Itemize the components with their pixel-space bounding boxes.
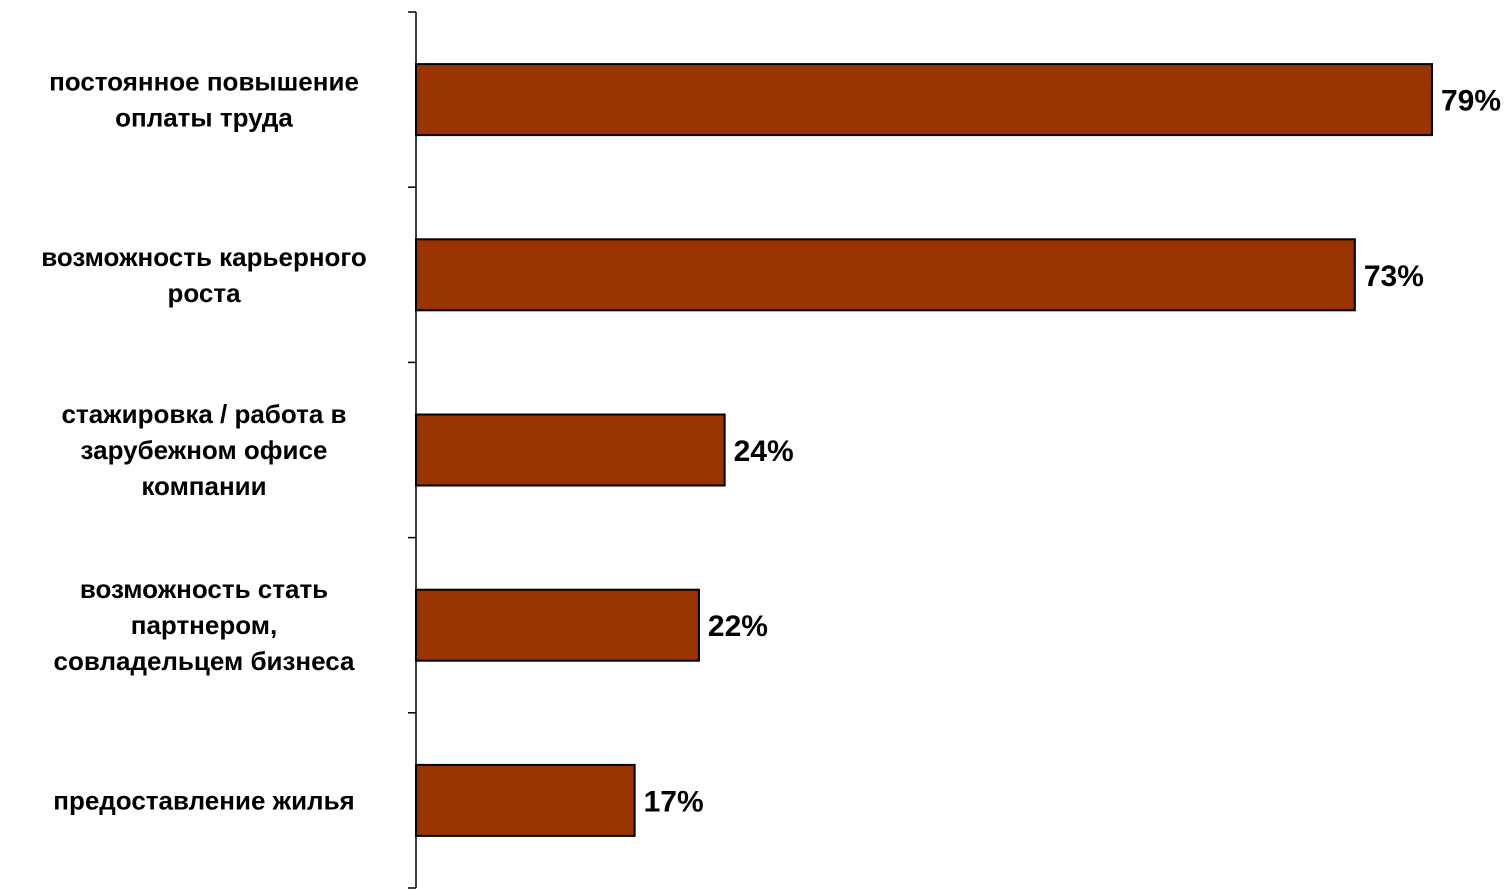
data-label: 79% bbox=[1441, 85, 1501, 118]
bar bbox=[415, 238, 1356, 312]
category-label-line: оплаты труда bbox=[115, 103, 293, 133]
data-label: 17% bbox=[644, 785, 704, 818]
category-label-line: постоянное повышение bbox=[49, 67, 359, 97]
category-label-line: стажировка / работа в bbox=[62, 399, 347, 429]
category-label-line: возможность карьерного bbox=[41, 242, 367, 272]
data-label: 73% bbox=[1364, 260, 1424, 293]
bar bbox=[415, 588, 700, 662]
category-label: предоставление жилья bbox=[53, 785, 354, 815]
category-label-line: роста bbox=[167, 278, 241, 308]
bar bbox=[415, 413, 726, 487]
category-label: постоянное повышение оплаты труда bbox=[49, 67, 359, 133]
category-label-line: партнером, bbox=[131, 610, 277, 640]
bar bbox=[415, 763, 636, 837]
category-label-line: возможность стать bbox=[80, 574, 328, 604]
category-label-line: совладельцем бизнеса bbox=[53, 646, 355, 676]
category-label: возможность карьерного роста bbox=[41, 242, 367, 308]
category-label-line: зарубежном офисе bbox=[81, 435, 328, 465]
category-label: стажировка / работа в зарубежном офисе ком… bbox=[62, 399, 347, 501]
category-label-line: компании bbox=[141, 471, 266, 501]
data-label: 22% bbox=[708, 610, 768, 643]
category-label: возможность стать партнером, совладельцем … bbox=[53, 574, 355, 676]
bar bbox=[415, 63, 1433, 137]
category-label-line: предоставление жилья bbox=[53, 785, 354, 815]
data-label: 24% bbox=[734, 435, 794, 468]
